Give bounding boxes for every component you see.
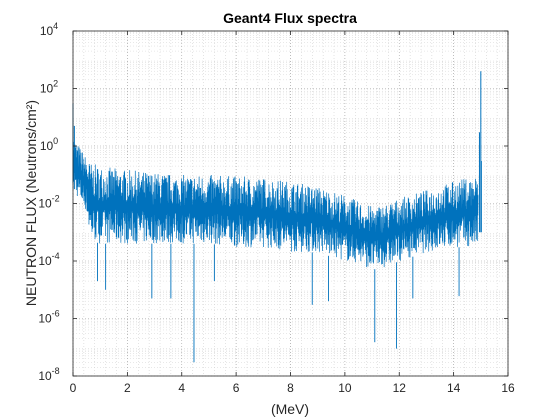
axis-ticks	[72, 30, 509, 377]
x-axis-label: (MeV)	[271, 401, 309, 417]
flux-series-line	[72, 141, 479, 268]
x-tick-label: 14	[447, 381, 461, 395]
x-tick-label: 4	[178, 381, 185, 395]
y-tick-label: 10-4	[38, 251, 59, 268]
x-tick-label: 8	[287, 381, 294, 395]
x-tick-label: 6	[233, 381, 240, 395]
x-tick-labels: 0 2 4 6 8 10 12 14 16	[70, 381, 515, 395]
y-tick-label: 100	[40, 136, 58, 153]
x-tick-label: 0	[70, 381, 77, 395]
y-tick-label: 10-8	[38, 366, 59, 383]
y-tick-label: 10-2	[38, 194, 59, 211]
x-tick-label: 12	[393, 381, 407, 395]
y-tick-label: 10-6	[38, 309, 59, 326]
chart-title: Geant4 Flux spectra	[223, 10, 357, 26]
y-axis-label: NEUTRON FLUX (Neutrons/cm²)	[23, 100, 39, 306]
y-tick-labels: 10-8 10-6 10-4 10-2 100 102 104	[38, 21, 59, 383]
y-tick-label: 102	[40, 79, 58, 96]
x-tick-label: 2	[124, 381, 131, 395]
x-tick-label: 10	[338, 381, 352, 395]
y-tick-label: 104	[40, 21, 58, 38]
x-tick-label: 16	[501, 381, 515, 395]
data-layer	[72, 71, 482, 363]
